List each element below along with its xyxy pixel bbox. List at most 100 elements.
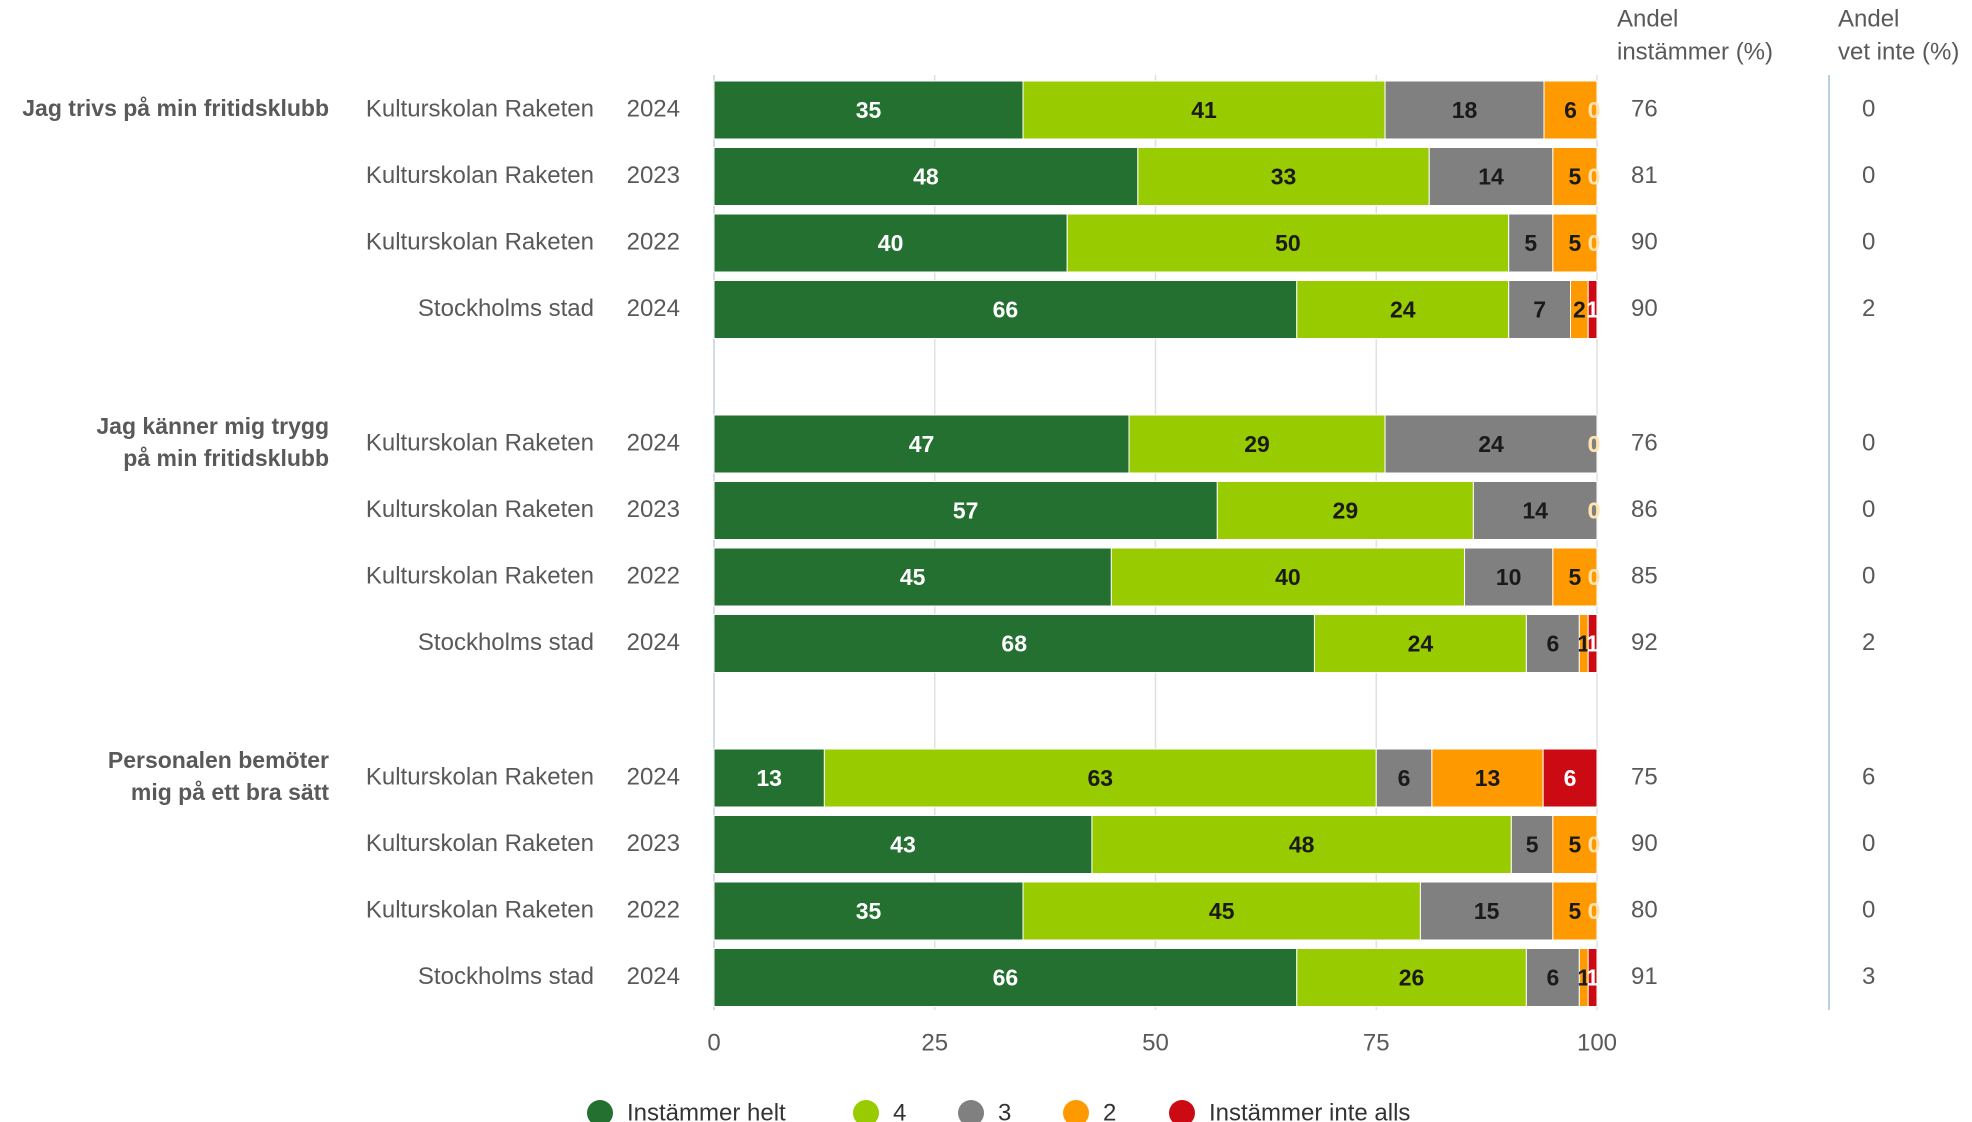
bar-value-label: 0 — [1588, 97, 1601, 123]
year-label: 2023 — [627, 496, 680, 523]
bar-value-label: 6 — [1564, 97, 1577, 123]
year-label: 2024 — [627, 963, 680, 990]
bar-value-label: 5 — [1526, 832, 1539, 858]
entity-label: Kulturskolan Raketen — [366, 429, 594, 456]
bar-value-label: 5 — [1569, 898, 1582, 924]
group-label: Jag känner mig trygg — [96, 413, 329, 439]
column-value: 6 — [1862, 763, 1875, 790]
column-header: instämmer (%) — [1617, 38, 1773, 65]
bar-value-label: 68 — [1001, 631, 1027, 657]
bar-segment — [1110, 547, 1466, 607]
year-label: 2023 — [627, 830, 680, 857]
bar-value-label: 63 — [1088, 765, 1114, 791]
bar-segment — [1384, 414, 1598, 474]
entity-label: Kulturskolan Raketen — [366, 496, 594, 523]
group-label: mig på ett bra sätt — [131, 779, 329, 805]
column-value: 90 — [1631, 830, 1658, 857]
bar-value-label: 1 — [1586, 297, 1599, 323]
bar-segment — [713, 748, 825, 808]
bar-segment — [713, 80, 1024, 140]
bar-value-label: 43 — [890, 832, 916, 858]
bar-segment — [1508, 213, 1554, 273]
bar-value-label: 40 — [1275, 564, 1301, 590]
bar-value-label: 48 — [1289, 832, 1315, 858]
bar-value-label: 0 — [1588, 832, 1601, 858]
column-value: 85 — [1631, 562, 1658, 589]
column-header: Andel — [1617, 5, 1678, 32]
bar-value-label: 5 — [1569, 564, 1582, 590]
x-tick-label: 25 — [921, 1029, 948, 1056]
bar-segment — [1022, 881, 1421, 941]
bar-value-label: 1 — [1586, 965, 1599, 991]
year-label: 2022 — [627, 562, 680, 589]
entity-label: Kulturskolan Raketen — [366, 562, 594, 589]
bar-segment — [1419, 881, 1554, 941]
bar-value-label: 35 — [856, 898, 882, 924]
legend-label: 3 — [998, 1099, 1011, 1122]
bar-segment — [1375, 748, 1433, 808]
bar-segment — [713, 147, 1139, 206]
legend-marker — [587, 1100, 613, 1122]
entity-label: Kulturskolan Raketen — [366, 896, 594, 923]
bar-segment — [1552, 547, 1598, 607]
bar-segment — [1508, 280, 1572, 339]
bar-value-label: 0 — [1588, 564, 1601, 590]
entity-label: Kulturskolan Raketen — [366, 162, 594, 189]
legend-label: 4 — [893, 1099, 906, 1122]
bar-segment — [1587, 948, 1598, 1007]
bar-value-label: 5 — [1569, 164, 1582, 190]
bar-value-label: 6 — [1564, 765, 1577, 791]
bar-value-label: 29 — [1244, 431, 1270, 457]
bar-segment — [1128, 414, 1386, 474]
bar-value-label: 0 — [1588, 230, 1601, 256]
bar-segment — [1543, 80, 1598, 140]
bar-value-label: 13 — [1475, 765, 1501, 791]
column-value: 90 — [1631, 295, 1658, 322]
year-label: 2024 — [627, 95, 680, 122]
column-value: 0 — [1862, 228, 1875, 255]
column-value: 92 — [1631, 629, 1658, 656]
bar-value-label: 14 — [1478, 164, 1504, 190]
column-value: 0 — [1862, 95, 1875, 122]
column-value: 91 — [1631, 963, 1658, 990]
column-value: 76 — [1631, 429, 1658, 456]
column-value: 0 — [1862, 896, 1875, 923]
bar-segment — [1296, 948, 1527, 1007]
column-value: 81 — [1631, 162, 1658, 189]
x-tick-label: 75 — [1363, 1029, 1390, 1056]
year-label: 2024 — [627, 629, 680, 656]
column-value: 3 — [1862, 963, 1875, 990]
bar-value-label: 5 — [1569, 230, 1582, 256]
bar-value-label: 0 — [1588, 431, 1601, 457]
bar-segment — [713, 280, 1298, 339]
bar-value-label: 15 — [1474, 898, 1500, 924]
bar-value-label: 66 — [993, 965, 1019, 991]
bar-value-label: 41 — [1191, 97, 1217, 123]
column-value: 0 — [1862, 162, 1875, 189]
bar-segment — [1552, 147, 1598, 206]
column-value: 0 — [1862, 429, 1875, 456]
bar-segment — [1525, 948, 1580, 1007]
bar-value-label: 18 — [1452, 97, 1478, 123]
bar-segment — [713, 815, 1093, 874]
entity-label: Kulturskolan Raketen — [366, 95, 594, 122]
column-value: 0 — [1862, 562, 1875, 589]
column-value: 86 — [1631, 496, 1658, 523]
bar-value-label: 2 — [1573, 297, 1586, 323]
bar-value-label: 13 — [756, 765, 782, 791]
bar-segment — [1431, 748, 1544, 808]
bar-value-label: 6 — [1546, 631, 1559, 657]
column-value: 76 — [1631, 95, 1658, 122]
bar-value-label: 7 — [1533, 297, 1546, 323]
year-label: 2022 — [627, 228, 680, 255]
column-value: 2 — [1862, 629, 1875, 656]
column-header: Andel — [1838, 5, 1899, 32]
bar-value-label: 26 — [1399, 965, 1425, 991]
group-label: Jag trivs på min fritidsklubb — [22, 95, 329, 121]
column-value: 90 — [1631, 228, 1658, 255]
bar-value-label: 0 — [1588, 431, 1601, 457]
bar-value-label: 24 — [1408, 631, 1434, 657]
bar-segment — [1525, 614, 1580, 673]
bar-segment — [713, 881, 1024, 941]
